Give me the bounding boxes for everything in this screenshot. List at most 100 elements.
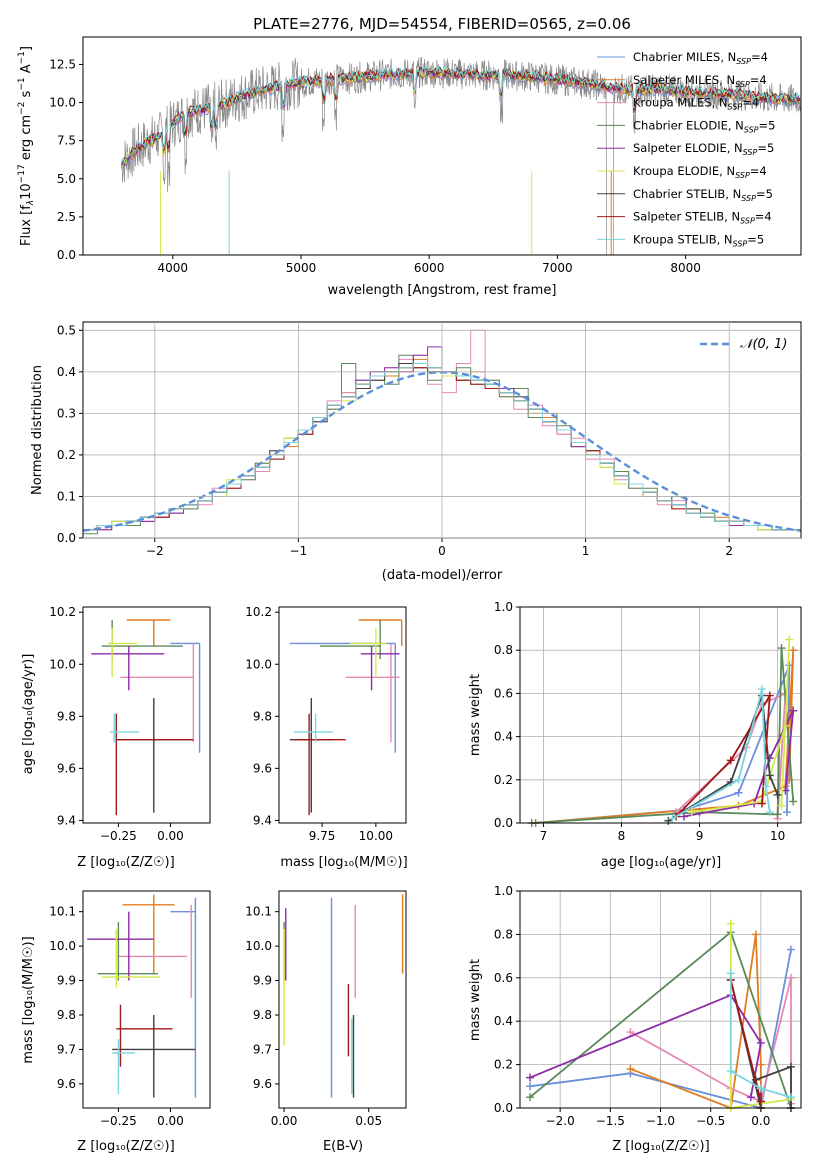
weight-marker	[786, 973, 795, 982]
weight-line	[535, 664, 791, 824]
mwz-ytick-label: 1.0	[494, 884, 513, 898]
hist-panel: −2 −1 0 1 2 0.0 0.1 0.2 0.3 0.4 0.5 (data-model)/e…	[30, 321, 802, 583]
weight-marker	[782, 808, 791, 817]
mwage-ytick-label: 1.0	[494, 600, 513, 614]
mwz-frame	[519, 890, 802, 1109]
massebv-xtick-label: 0.00	[271, 1114, 298, 1128]
weight-marker	[756, 1084, 765, 1093]
weight-marker	[726, 756, 735, 765]
legend-entry: Salpeter ELODIE, NSSP=5	[633, 141, 774, 157]
massz-ytick-label: 9.7	[57, 1042, 76, 1056]
weight-marker	[626, 1028, 635, 1037]
mwz-xtick-label: −1.5	[596, 1114, 625, 1128]
agemass-frame	[278, 606, 407, 824]
spectrum-ytick-label: 5.0	[57, 172, 76, 186]
weight-marker	[765, 771, 774, 780]
mwz-xtick-label: −1.0	[646, 1114, 675, 1128]
agemass-xtick-label: 10.00	[359, 829, 393, 843]
weight-marker	[786, 1062, 795, 1071]
mwage-ytick-label: 0.4	[494, 730, 513, 744]
weight-marker	[757, 685, 766, 694]
legend-entry: Chabrier ELODIE, NSSP=5	[633, 118, 775, 134]
massz-frame	[82, 890, 211, 1109]
weight-marker	[765, 691, 774, 700]
spectrum-xtick-label: 8000	[670, 261, 701, 275]
hist-ytick-label: 0.4	[57, 365, 76, 379]
mwage-ytick-label: 0.6	[494, 686, 513, 700]
spectrum-ytick-label: 0.0	[57, 248, 76, 262]
mwage-ytick-label: 0.2	[494, 773, 513, 787]
massebv-ytick-label: 10.1	[245, 905, 272, 919]
hist-ytick-label: 0.1	[57, 489, 76, 503]
weight-marker	[786, 945, 795, 954]
massz-xtick-label: −0.25	[100, 1114, 137, 1128]
weight-marker	[726, 969, 735, 978]
weight-marker	[789, 797, 798, 806]
weight-line	[729, 973, 792, 1099]
mwz-xtick-label: 0.0	[751, 1114, 770, 1128]
massebv-xlabel: E(B-V)	[323, 1139, 363, 1154]
hist-xtick-label: 0	[438, 544, 446, 558]
mwz-xtick-label: −2.0	[546, 1114, 575, 1128]
weight-line	[529, 994, 762, 1098]
agez-xtick-label: −0.25	[100, 829, 137, 843]
weight-marker	[756, 1097, 765, 1106]
mass-vs-z-panel: −0.25 0.00 9.6 9.7 9.8 9.9 10.0 10.1	[49, 890, 211, 1128]
weight-line	[529, 949, 792, 1110]
massz-ytick-label: 10.0	[49, 939, 76, 953]
spectrum-xlabel: wavelength [Angstrom, rest frame]	[328, 283, 557, 298]
spectrum-ytick-label: 2.5	[57, 210, 76, 224]
mass-vs-ebv-panel: 0.00 0.05 9.6 9.7 9.8 9.9 10.0 10.1	[245, 890, 407, 1128]
model-spectrum-ss	[121, 66, 801, 163]
massebv-ytick-label: 9.8	[253, 1008, 272, 1022]
hist-ytick-label: 0.2	[57, 448, 76, 462]
weight-marker	[734, 775, 743, 784]
agemass-ytick-label: 9.8	[253, 709, 272, 723]
observed-spectrum	[121, 56, 802, 256]
hist-xtick-label: 2	[725, 544, 733, 558]
weight-line	[675, 695, 771, 818]
agemass-xlabel: mass [log₁₀(M/M☉)]	[280, 855, 407, 870]
hist-xtick-label: 1	[582, 544, 590, 558]
weight-marker	[746, 1093, 755, 1102]
weight-marker	[687, 808, 696, 817]
agemass-ytick-label: 9.4	[253, 813, 272, 827]
weight-marker	[781, 721, 790, 730]
massebv-ytick-label: 9.9	[253, 974, 272, 988]
weight-marker	[726, 919, 735, 928]
legend-entry: Salpeter MILES, NSSP=4	[633, 73, 767, 89]
massz-ytick-label: 10.1	[49, 905, 76, 919]
massz-ytick-label: 9.8	[57, 1008, 76, 1022]
weight-marker	[726, 1067, 735, 1076]
weight-marker	[626, 1064, 635, 1073]
mwage-ytick-label: 0.0	[494, 816, 513, 830]
weight-marker	[789, 646, 798, 655]
mwage-ytick-label: 0.8	[494, 643, 513, 657]
massz-ytick-label: 9.6	[57, 1077, 76, 1091]
weight-marker	[668, 814, 677, 823]
age-vs-mass-panel: 9.75 10.00 9.4 9.6 9.8 10.0 10.2	[245, 605, 407, 843]
agez-ytick-label: 9.4	[57, 813, 76, 827]
hist-step-ks	[82, 363, 802, 538]
hist-xlabel: (data-model)/error	[382, 568, 503, 583]
hist-ytick-label: 0.3	[57, 406, 76, 420]
legend-entry: Kroupa ELODIE, NSSP=4	[633, 164, 767, 180]
agemass-ytick-label: 9.6	[253, 761, 272, 775]
agez-ytick-label: 10.0	[49, 657, 76, 671]
agemass-xtick-label: 9.75	[309, 829, 336, 843]
agez-ytick-label: 9.6	[57, 761, 76, 775]
weight-marker	[785, 635, 794, 644]
massz-ytick-label: 9.9	[57, 974, 76, 988]
agez-ylabel: age [log₁₀(age/yr)]	[21, 654, 36, 775]
mwage-xtick-label: 9	[696, 829, 704, 843]
agez-xtick-label: 0.00	[157, 829, 184, 843]
spectrum-ylabel: Flux [fλ10−17 erg cm−2 s−1 A−1]	[17, 46, 36, 246]
spectrum-panel: PLATE=2776, MJD=54554, FIBERID=0565, z=0…	[17, 15, 802, 298]
agemass-ytick-label: 10.2	[245, 605, 272, 619]
spectrum-ytick-label: 7.5	[57, 134, 76, 148]
legend-entry: Kroupa STELIB, NSSP=5	[633, 232, 764, 248]
spectrum-xtick-label: 4000	[157, 261, 188, 275]
weight-marker	[773, 790, 782, 799]
weight-marker	[777, 644, 786, 653]
